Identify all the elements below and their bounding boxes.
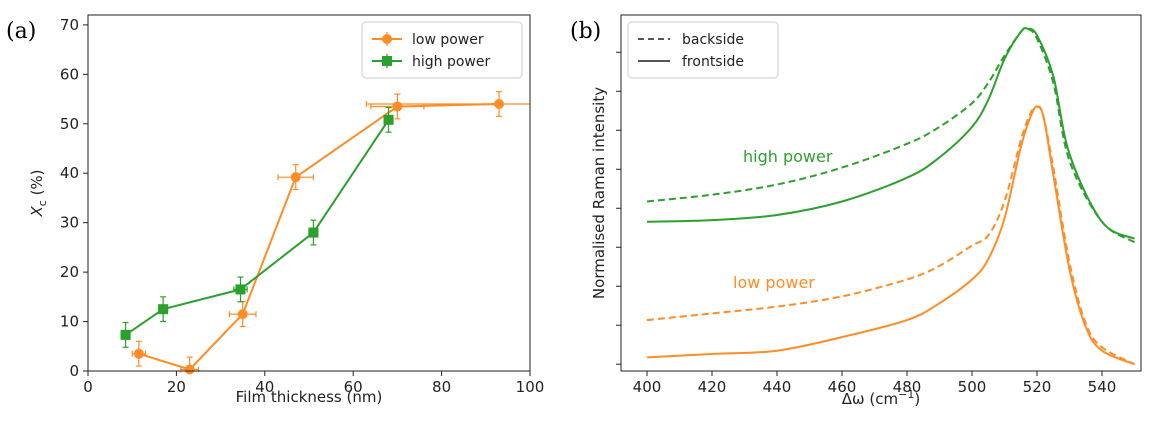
legend: backside frontside [627,21,779,79]
x-axis-label: Film thickness (nm) [236,388,383,406]
series-high-power-dashed [646,26,1136,244]
y-tick-label: 40 [60,164,79,182]
legend-entry-low-power: low power [412,32,484,48]
data-point [237,309,248,320]
x-tick-label: 520 [1023,378,1052,396]
x-tick-label: 100 [516,378,545,396]
series-high-power-solid [646,27,1135,240]
annotation-low-power: low power [733,273,815,292]
data-point [235,284,246,295]
plot-frame [620,14,1142,372]
x-tick-label: 500 [958,378,987,396]
chart-panel-a: (a) 0 20 40 60 80 100 0 10 20 30 40 50 60 70 Film thick… [0,0,560,425]
chart-b-svg: (b) 400 420 440 460 480 500 520 540 Δω (cm−1) Norm… [570,14,1142,408]
legend-box [361,21,523,79]
legend-entry-frontside: frontside [682,54,744,70]
data-point [184,364,195,375]
data-point [308,227,319,238]
panel-label-b: (b) [570,19,601,44]
series-line [138,103,500,371]
data-point [158,304,169,315]
y-tick-label: 30 [60,214,79,232]
y-tick-label: 10 [60,313,79,331]
x-tick-label: 540 [1088,378,1117,396]
chart-a-svg: (a) 0 20 40 60 80 100 0 10 20 30 40 50 60 70 Film thick… [6,14,545,406]
legend-entry-backside: backside [682,32,744,48]
x-tick-label: 60 [344,378,363,396]
series-line [125,119,390,336]
y-tick-label: 20 [60,263,79,281]
data-point [494,99,505,109]
x-tick-label: 480 [893,378,922,396]
x-tick-label: 440 [763,378,792,396]
series-high-power [120,106,394,348]
chart-panel-b: (b) 400 420 440 460 480 500 520 540 Δω (cm−1) Norm… [570,0,1151,425]
plot-frame [87,14,531,372]
x-tick-label: 460 [828,378,857,396]
data-point [392,101,403,112]
x-tick-label: 20 [167,378,186,396]
y-axis-label: Xc (%) [28,169,49,217]
legend-box [627,21,779,79]
y-tick-label: 0 [69,362,79,380]
x-tick-label: 0 [83,378,93,396]
y-axis-label: Normalised Raman intensity [590,87,608,299]
panel-label-a: (a) [6,19,36,44]
legend-entry-high-power: high power [412,54,490,70]
data-point [120,329,131,340]
data-point [290,172,301,183]
legend: low power high power [361,21,523,79]
legend-marker [382,34,392,44]
annotation-high-power: high power [743,147,833,166]
y-tick-label: 50 [60,115,79,133]
y-tick-label: 60 [60,65,79,83]
y-tick-label: 70 [60,16,79,34]
series-low-power [131,91,530,375]
series-low-power-solid [646,105,1135,366]
x-tick-label: 400 [633,378,662,396]
legend-marker [382,56,392,66]
x-tick-label: 80 [432,378,451,396]
series-low-power-dashed [646,105,1135,366]
x-tick-label: 40 [255,378,274,396]
x-tick-label: 420 [698,378,727,396]
data-point [133,348,144,359]
x-axis-label: Δω (cm−1) [842,388,920,408]
data-point [383,114,394,125]
